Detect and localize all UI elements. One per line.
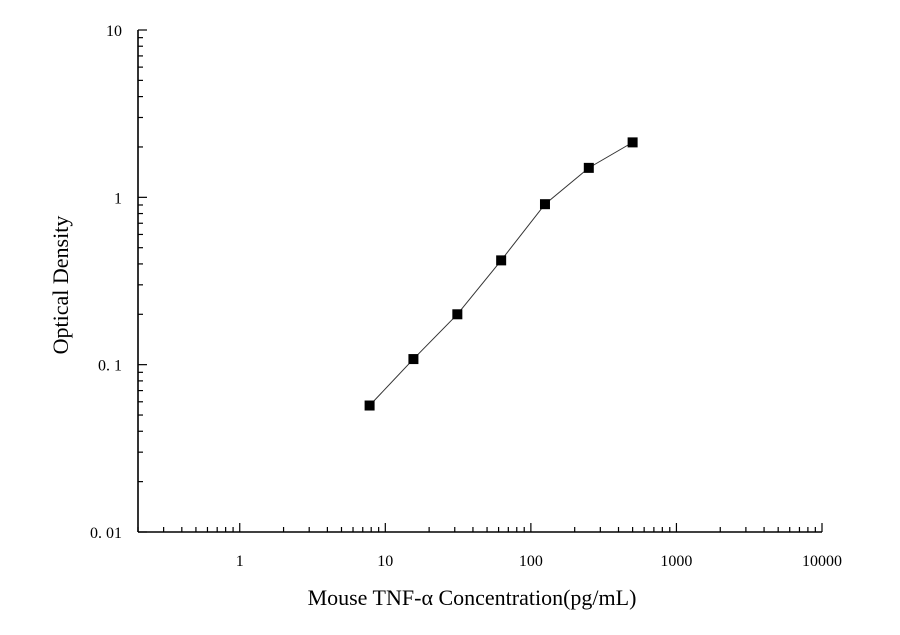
x-tick-label: 1: [236, 553, 244, 570]
x-tick-label: 100: [519, 553, 543, 570]
tick-marks: [137, 29, 823, 533]
data-point: [627, 137, 638, 148]
y-tick-label: 0. 1: [98, 358, 122, 375]
data-point: [539, 199, 550, 210]
x-tick-label: 1000: [660, 553, 692, 570]
data-point: [408, 354, 419, 365]
y-tick-label: 1: [114, 190, 122, 207]
x-tick-label: 10: [377, 553, 393, 570]
data-point: [364, 400, 375, 411]
x-tick-label: 10000: [802, 553, 842, 570]
y-tick-label: 0. 01: [90, 525, 122, 542]
tick-labels: 1 10 100 1000 10000 0. 01 0. 1 1 10: [90, 23, 842, 570]
y-axis-title: Optical Density: [48, 216, 73, 355]
axes: [137, 30, 822, 533]
data-points: [364, 137, 638, 411]
data-point: [452, 309, 463, 320]
x-axis-title: Mouse TNF-α Concentration(pg/mL): [308, 585, 637, 610]
y-tick-label: 10: [106, 23, 122, 40]
data-point: [496, 255, 507, 266]
data-point: [583, 162, 594, 173]
fitted-curve: [369, 141, 633, 406]
